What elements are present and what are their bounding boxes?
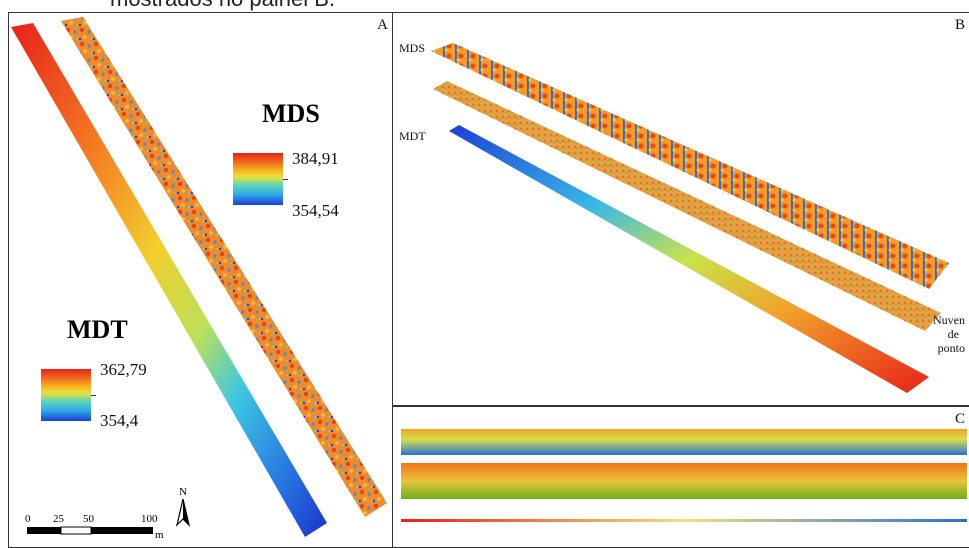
mds-layer-label: MDS bbox=[399, 41, 426, 55]
mds-max-value: 384,91 bbox=[292, 149, 339, 168]
point-cloud-label-2: de bbox=[947, 327, 959, 341]
panel-b: B MDS MDT Nuven de ponto bbox=[392, 12, 969, 406]
mdt-profile bbox=[401, 519, 967, 522]
mds-colorbar-tick bbox=[283, 179, 288, 180]
mdt-min-value: 354,4 bbox=[100, 411, 139, 430]
mdt-colorbar-tick bbox=[91, 395, 96, 396]
mdt-layer-label: MDT bbox=[399, 129, 426, 143]
panel-b-label: B bbox=[954, 17, 965, 33]
scale-tick-100: 100 bbox=[141, 513, 158, 525]
figure-caption: mostrados no painel B. bbox=[110, 0, 335, 12]
scale-tick-50: 50 bbox=[83, 513, 94, 525]
scale-tick-0: 0 bbox=[25, 513, 31, 525]
panel-a: A MDS 384,91 354,54 MDT 362,79 354,4 0 2… bbox=[8, 12, 393, 548]
mdt-colorbar bbox=[41, 369, 91, 421]
panel-c-label: C bbox=[954, 411, 965, 427]
mdt-strip bbox=[11, 23, 327, 537]
panel-a-label: A bbox=[377, 17, 388, 33]
mds-colorbar bbox=[233, 153, 283, 205]
point-cloud-layer bbox=[433, 81, 941, 331]
north-label: N bbox=[179, 486, 187, 498]
mdt-surface bbox=[449, 125, 929, 393]
mdt-legend-title: MDT bbox=[67, 315, 128, 344]
scale-bar bbox=[27, 526, 153, 535]
mds-profile bbox=[401, 429, 967, 455]
mds-legend-title: MDS bbox=[262, 99, 320, 128]
scale-unit: m bbox=[155, 529, 164, 541]
point-cloud-label-3: ponto bbox=[937, 341, 965, 355]
panel-c-profile-view bbox=[401, 429, 967, 522]
mds-min-value: 354,54 bbox=[292, 201, 339, 220]
scale-tick-25: 25 bbox=[53, 513, 64, 525]
north-arrow-icon bbox=[175, 498, 191, 527]
mdt-max-value: 362,79 bbox=[100, 360, 147, 379]
point-cloud-label-1: Nuven bbox=[933, 313, 965, 327]
point-cloud-profile bbox=[401, 463, 967, 499]
panel-a-map bbox=[11, 17, 387, 537]
panel-b-3d-view bbox=[431, 43, 949, 393]
mds-strip bbox=[61, 17, 387, 517]
panel-c: C bbox=[392, 406, 969, 548]
mds-surface bbox=[431, 43, 949, 289]
